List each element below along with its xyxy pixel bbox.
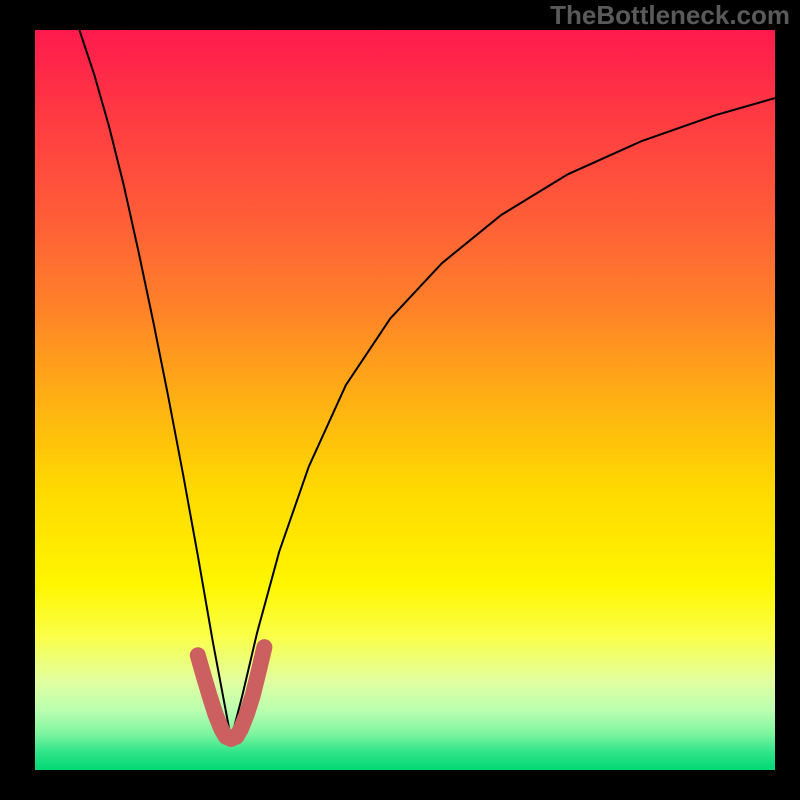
chart-container: TheBottleneck.com: [0, 0, 800, 800]
watermark-text: TheBottleneck.com: [550, 0, 790, 31]
plot-area: [35, 30, 775, 770]
gradient-background: [35, 30, 775, 770]
